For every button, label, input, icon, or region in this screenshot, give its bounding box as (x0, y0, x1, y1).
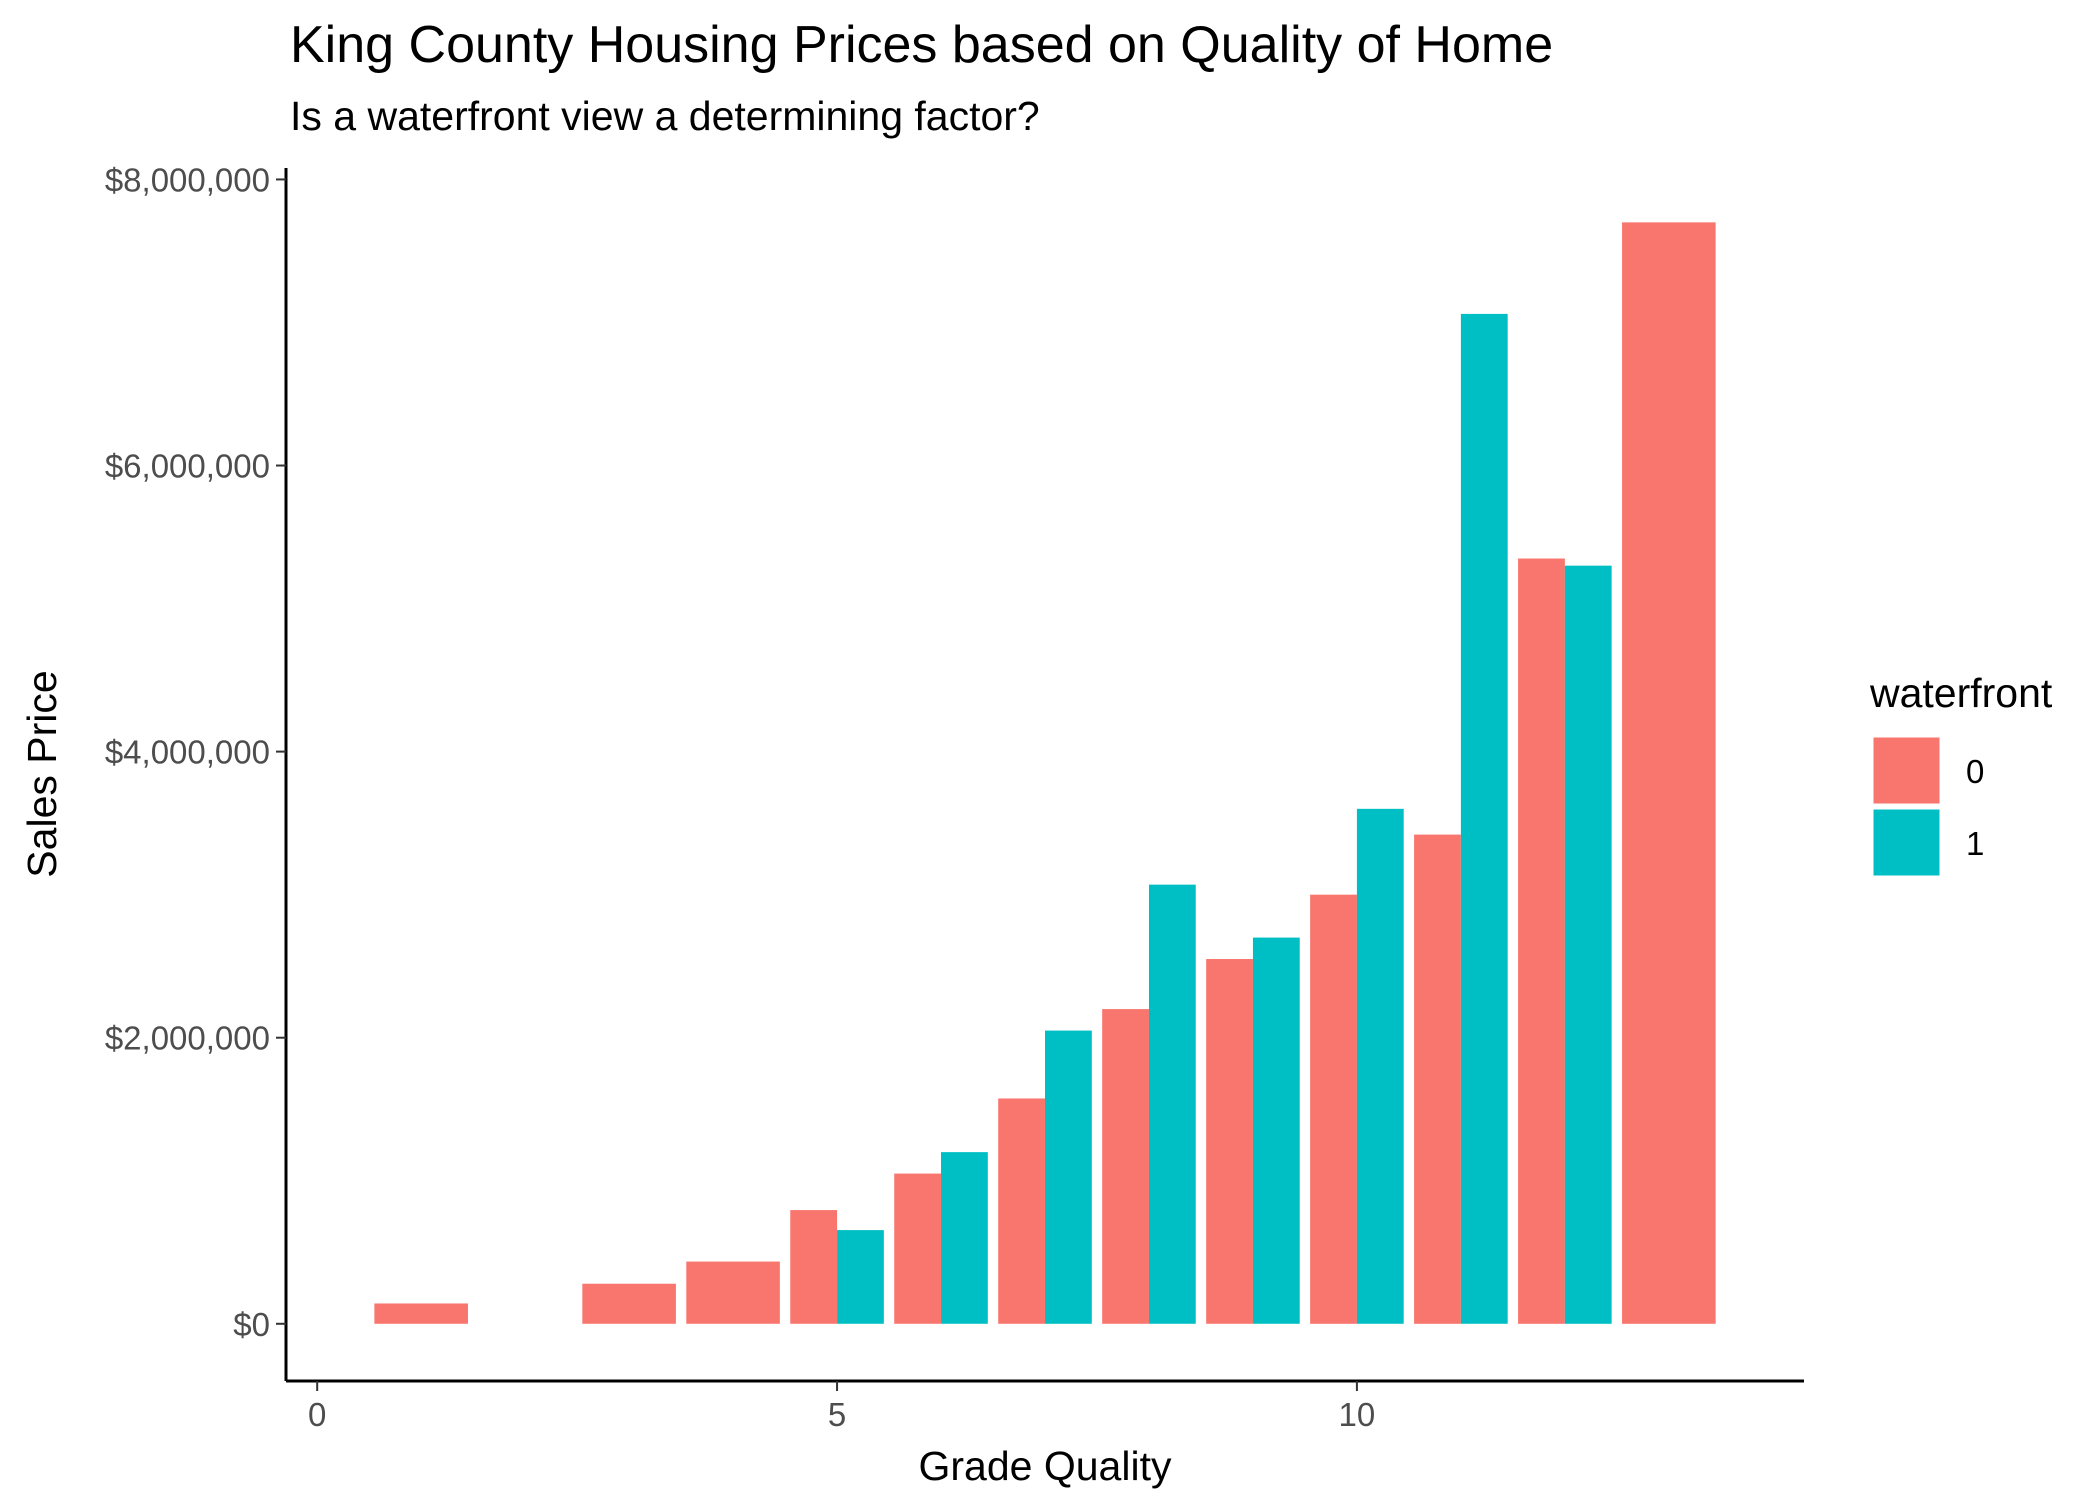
bar-waterfront-0-grade-1 (374, 1303, 468, 1324)
x-tick-label: 5 (828, 1396, 846, 1433)
bar-waterfront-1-grade-9 (1252, 937, 1300, 1324)
bar-waterfront-0-grade-4 (686, 1261, 780, 1324)
bar-waterfront-0-grade-7 (998, 1098, 1045, 1324)
chart-title: King County Housing Prices based on Qual… (290, 16, 1553, 74)
bar-waterfront-0-grade-9 (1206, 959, 1253, 1324)
bar-waterfront-1-grade-6 (941, 1152, 988, 1324)
x-tick-label: 0 (308, 1396, 326, 1433)
legend-label-0: 0 (1966, 753, 1984, 790)
bar-waterfront-0-grade-12 (1518, 558, 1565, 1324)
legend-swatch-0 (1870, 734, 1943, 807)
y-tick-label: $4,000,000 (105, 734, 270, 771)
x-axis-ticks: 0 5 10 (308, 1381, 1375, 1433)
legend-swatch-1 (1870, 806, 1943, 879)
bar-waterfront-0-grade-8 (1102, 1009, 1149, 1324)
bar-waterfront-1-grade-12 (1564, 565, 1612, 1324)
y-tick-label: $6,000,000 (105, 448, 270, 485)
x-tick-label: 10 (1339, 1396, 1376, 1433)
bar-waterfront-0-grade-5 (790, 1210, 838, 1324)
bar-waterfront-0-grade-11 (1414, 834, 1461, 1324)
y-axis-title: Sales Price (19, 670, 65, 877)
y-tick-label: $2,000,000 (105, 1020, 270, 1057)
legend-title: waterfront (1869, 670, 2053, 716)
bar-waterfront-0-grade-6 (894, 1173, 942, 1324)
y-tick-label: $0 (233, 1306, 270, 1343)
legend: waterfront 0 1 (1869, 670, 2053, 879)
y-tick-label: $8,000,000 (105, 161, 270, 198)
plot-bars (374, 222, 1716, 1324)
bar-waterfront-1-grade-5 (837, 1230, 884, 1324)
bar-waterfront-1-grade-7 (1045, 1030, 1092, 1324)
x-axis-title: Grade Quality (919, 1443, 1172, 1489)
legend-label-1: 1 (1966, 825, 1984, 862)
bar-waterfront-0-grade-3 (582, 1283, 676, 1324)
bar-waterfront-0-grade-13 (1622, 222, 1716, 1324)
chart-subtitle: Is a waterfront view a determining facto… (290, 93, 1040, 139)
y-axis-ticks: $0 $2,000,000 $4,000,000 $6,000,000 $8,000,0… (105, 161, 286, 1343)
bar-waterfront-1-grade-8 (1148, 884, 1196, 1324)
bar-waterfront-0-grade-10 (1310, 894, 1357, 1324)
bar-waterfront-1-grade-11 (1460, 313, 1508, 1324)
bar-waterfront-1-grade-10 (1356, 808, 1404, 1324)
